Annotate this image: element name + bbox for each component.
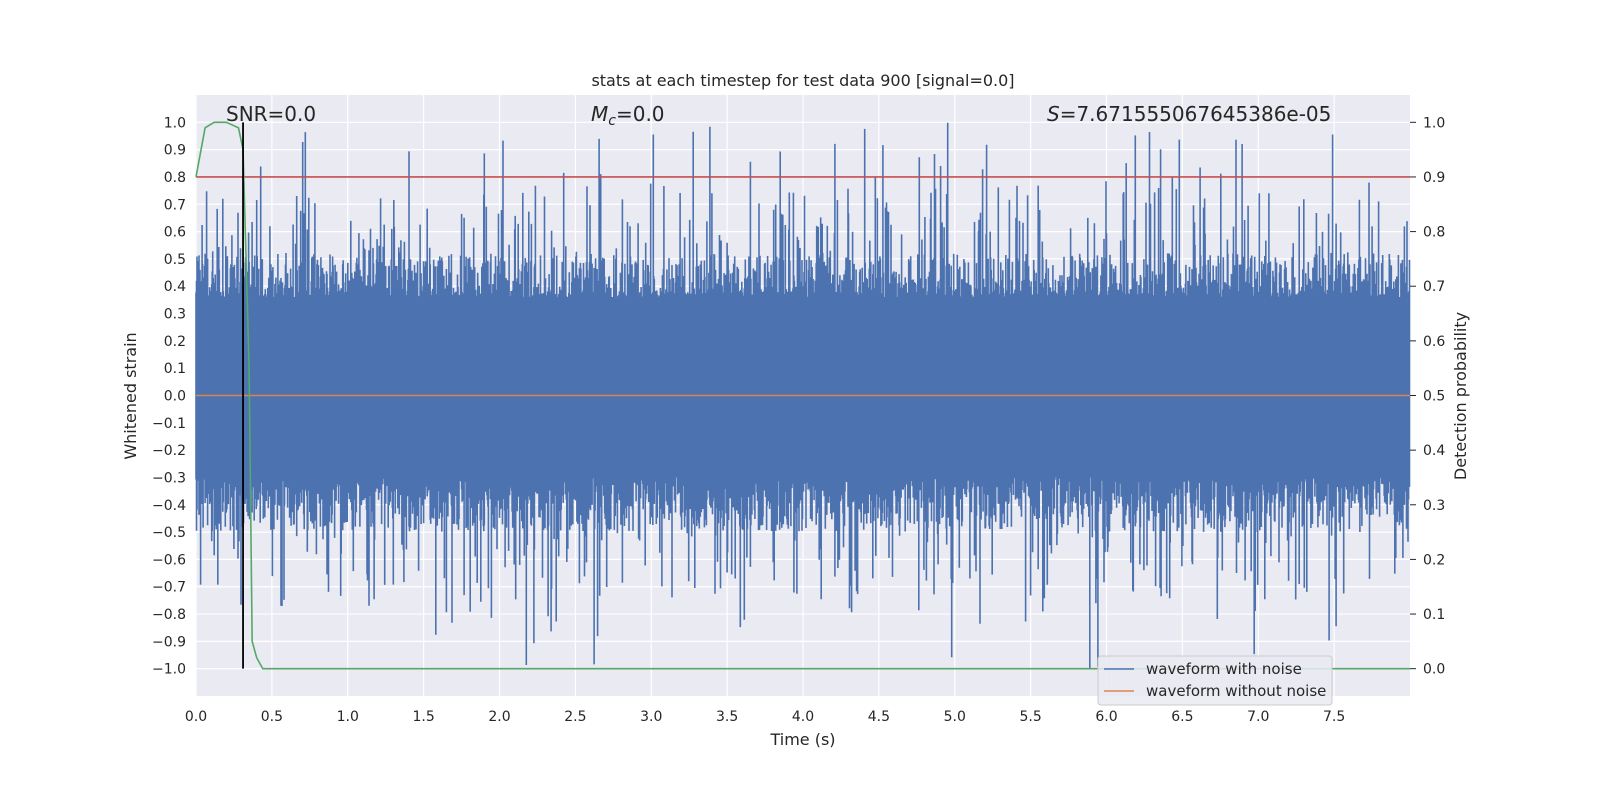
x-tick-label: 4.0 — [792, 709, 814, 725]
x-tick-label: 5.5 — [1019, 709, 1041, 725]
left-y-tick-label: −0.3 — [152, 470, 186, 486]
score-symbol: S — [1047, 102, 1060, 126]
x-tick-label: 2.0 — [488, 709, 510, 725]
legend-label-clean: waveform without noise — [1146, 682, 1326, 700]
chirp-mass-value: =0.0 — [616, 102, 665, 126]
chirp-mass-subscript: c — [608, 113, 616, 129]
chirp-mass-annotation: Mc=0.0 — [591, 102, 665, 129]
left-y-tick-label: −0.5 — [152, 525, 186, 541]
right-y-tick-label: 0.5 — [1423, 389, 1445, 405]
right-y-tick-label: 0.7 — [1423, 279, 1445, 295]
x-tick-label: 1.0 — [337, 709, 359, 725]
left-y-tick-label: −0.4 — [152, 498, 186, 514]
snr-annotation: SNR=0.0 — [226, 102, 316, 126]
score-value: =7.671555067645386e-05 — [1060, 102, 1332, 126]
right-y-tick-label: 0.6 — [1423, 334, 1445, 350]
right-y-tick-label: 0.4 — [1423, 443, 1445, 459]
x-axis-label: Time (s) — [769, 730, 835, 749]
x-tick-label: 6.0 — [1095, 709, 1117, 725]
left-y-tick-label: 0.3 — [164, 307, 186, 323]
left-y-tick-labels: 1.0 0.9 0.8 0.7 0.6 0.5 0.4 0.3 0.2 0.1 0.0 −0.1 −0.… — [152, 115, 186, 677]
left-y-tick-label: 0.6 — [164, 225, 186, 241]
left-y-tick-label: −0.7 — [152, 580, 186, 596]
right-y-tick-label: 0.0 — [1423, 662, 1445, 678]
right-y-axis-label: Detection probability — [1451, 312, 1470, 480]
left-y-tick-label: −0.2 — [152, 443, 186, 459]
right-y-tick-label: 0.9 — [1423, 170, 1445, 186]
chirp-mass-symbol: M — [591, 102, 608, 126]
x-tick-label: 1.5 — [412, 709, 434, 725]
left-y-tick-label: 0.4 — [164, 279, 186, 295]
x-tick-label: 4.5 — [868, 709, 890, 725]
x-tick-label: 3.5 — [716, 709, 738, 725]
left-y-tick-label: 0.9 — [164, 143, 186, 159]
legend-box — [1097, 655, 1333, 706]
score-annotation: S=7.671555067645386e-05 — [1047, 102, 1331, 126]
left-y-tick-label: −0.6 — [152, 552, 186, 568]
right-y-tick-label: 0.1 — [1423, 607, 1445, 623]
x-tick-label: 7.5 — [1323, 709, 1345, 725]
left-y-tick-label: −0.8 — [152, 607, 186, 623]
left-y-tick-label: 0.8 — [164, 170, 186, 186]
left-y-axis-label: Whitened strain — [121, 332, 140, 459]
left-y-tick-label: 0.5 — [164, 252, 186, 268]
left-y-tick-label: −0.1 — [152, 416, 186, 432]
x-tick-label: 2.5 — [564, 709, 586, 725]
x-tick-label: 6.5 — [1171, 709, 1193, 725]
x-tick-labels: 0.0 0.5 1.0 1.5 2.0 2.5 3.0 3.5 4.0 4.5 5.0 5.5 6.0 6… — [185, 709, 1345, 725]
x-tick-label: 0.0 — [185, 709, 207, 725]
left-y-tick-label: 0.2 — [164, 334, 186, 350]
right-y-tick-label: 0.3 — [1423, 498, 1445, 514]
x-tick-label: 7.0 — [1247, 709, 1269, 725]
right-y-tick-label: 0.8 — [1423, 225, 1445, 241]
left-y-tick-label: 0.1 — [164, 361, 186, 377]
legend: waveform with noise waveform without noi… — [1097, 655, 1333, 706]
legend-label-noisy: waveform with noise — [1146, 660, 1302, 678]
left-y-tick-label: 0.7 — [164, 197, 186, 213]
left-y-tick-label: 0.0 — [164, 389, 186, 405]
left-y-tick-label: 1.0 — [164, 115, 186, 131]
right-y-tick-label: 0.2 — [1423, 552, 1445, 568]
chart-title: stats at each timestep for test data 900… — [591, 71, 1014, 90]
left-y-tick-label: −1.0 — [152, 662, 186, 678]
right-y-tick-label: 1.0 — [1423, 115, 1445, 131]
left-y-tick-label: −0.9 — [152, 634, 186, 650]
x-tick-label: 0.5 — [261, 709, 283, 725]
right-y-tick-labels: 1.0 0.9 0.8 0.7 0.6 0.5 0.4 0.3 0.2 0.1 0.0 — [1410, 115, 1445, 678]
x-tick-label: 5.0 — [944, 709, 966, 725]
x-tick-label: 3.0 — [640, 709, 662, 725]
